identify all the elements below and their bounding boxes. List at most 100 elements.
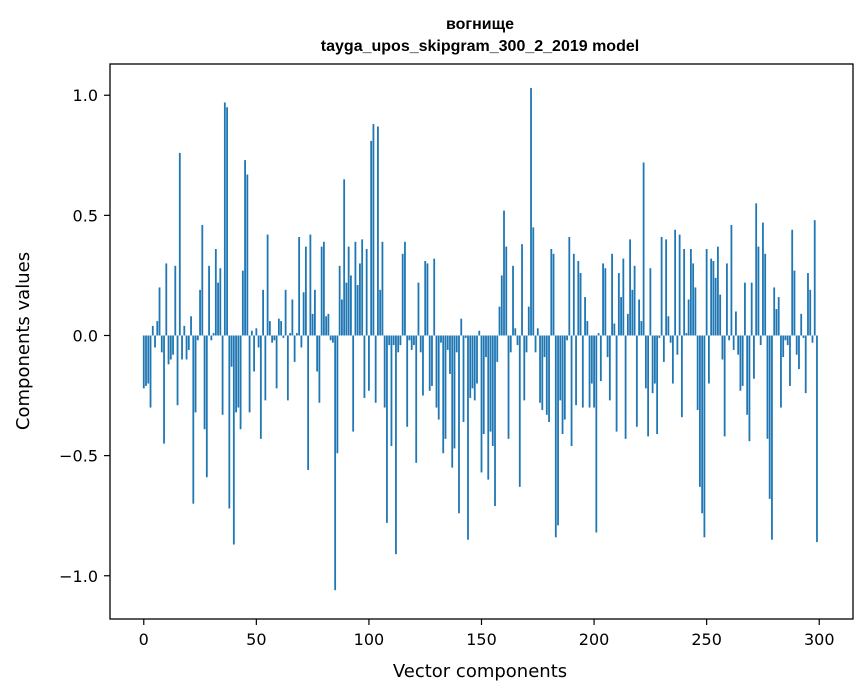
bar-244 xyxy=(692,263,695,336)
bar-251 xyxy=(708,335,710,384)
bar-1 xyxy=(145,335,147,386)
bar-163 xyxy=(509,335,512,353)
bar-19 xyxy=(185,335,188,360)
bar-207 xyxy=(608,335,611,401)
bar-30 xyxy=(210,335,213,341)
bar-26 xyxy=(201,224,204,336)
bar-56 xyxy=(268,321,271,336)
bar-44 xyxy=(241,270,244,336)
bar-201 xyxy=(595,335,598,533)
bar-246 xyxy=(696,335,699,410)
x-axis-label: Vector components xyxy=(393,661,567,682)
bar-221 xyxy=(640,321,643,336)
x-tick-label: 0 xyxy=(139,630,149,649)
bar-137 xyxy=(451,335,454,468)
bar-170 xyxy=(525,335,528,353)
x-tick-label: 50 xyxy=(246,630,266,649)
bar-155 xyxy=(491,335,494,447)
bar-252 xyxy=(710,258,713,336)
bar-166 xyxy=(516,335,519,346)
bar-99 xyxy=(365,249,368,336)
bar-40 xyxy=(232,335,235,545)
bar-262 xyxy=(732,335,735,350)
bar-259 xyxy=(726,263,728,336)
bar-297 xyxy=(811,335,814,343)
bar-206 xyxy=(606,335,609,358)
bar-32 xyxy=(214,249,217,336)
bar-219 xyxy=(635,335,638,427)
bar-257 xyxy=(721,335,724,360)
bar-236 xyxy=(674,229,677,336)
bar-53 xyxy=(262,289,264,336)
bar-279 xyxy=(771,335,773,540)
bar-134 xyxy=(444,335,447,439)
bar-167 xyxy=(518,335,521,487)
bar-145 xyxy=(469,335,472,398)
bar-103 xyxy=(374,335,377,403)
bar-series xyxy=(142,88,818,591)
bar-269 xyxy=(748,335,751,442)
bar-48 xyxy=(250,330,253,336)
bar-270 xyxy=(750,282,753,336)
bar-215 xyxy=(626,313,629,336)
bar-36 xyxy=(223,102,226,336)
bar-191 xyxy=(572,253,575,336)
bar-136 xyxy=(449,335,451,374)
bar-78 xyxy=(318,335,321,403)
bar-27 xyxy=(203,335,206,430)
bar-290 xyxy=(795,335,798,355)
bar-132 xyxy=(440,335,442,343)
bar-39 xyxy=(230,335,233,367)
bar-185 xyxy=(559,335,562,401)
bar-28 xyxy=(205,335,208,478)
bar-67 xyxy=(293,335,296,362)
bar-17 xyxy=(181,335,183,360)
bar-41 xyxy=(235,335,237,413)
bar-168 xyxy=(521,244,523,336)
bar-57 xyxy=(271,335,274,343)
bar-243 xyxy=(689,249,692,336)
bar-101 xyxy=(370,140,373,336)
y-tick-label: 1.0 xyxy=(73,86,98,105)
bar-115 xyxy=(401,253,404,336)
bar-216 xyxy=(629,239,631,336)
bar-158 xyxy=(498,306,501,336)
bar-128 xyxy=(431,335,433,386)
bar-111 xyxy=(392,335,395,346)
bar-91 xyxy=(347,246,350,336)
bar-241 xyxy=(685,333,688,336)
bar-76 xyxy=(313,289,316,336)
bar-106 xyxy=(381,241,384,336)
bar-102 xyxy=(372,124,375,336)
bar-52 xyxy=(259,335,262,439)
bar-154 xyxy=(489,335,492,432)
bar-197 xyxy=(586,321,589,336)
bar-284 xyxy=(782,335,785,358)
bar-11 xyxy=(167,335,170,365)
bar-148 xyxy=(476,335,478,384)
bar-95 xyxy=(356,285,359,336)
bar-200 xyxy=(593,335,595,408)
bar-209 xyxy=(613,323,616,336)
bar-114 xyxy=(399,335,402,346)
bar-85 xyxy=(334,335,337,591)
bar-180 xyxy=(548,335,550,422)
bar-277 xyxy=(766,335,769,439)
bar-88 xyxy=(341,299,343,336)
bar-49 xyxy=(253,335,255,372)
bar-294 xyxy=(804,335,807,394)
bar-255 xyxy=(717,246,719,336)
bar-90 xyxy=(345,282,348,336)
bar-68 xyxy=(295,333,298,336)
bar-20 xyxy=(187,335,190,350)
bar-104 xyxy=(377,126,379,336)
bar-258 xyxy=(723,335,726,437)
bar-276 xyxy=(764,253,767,336)
bar-196 xyxy=(584,297,586,336)
bar-161 xyxy=(505,246,508,336)
bar-272 xyxy=(755,203,758,336)
bar-87 xyxy=(338,265,341,336)
y-tick-label: 0.0 xyxy=(73,326,98,345)
bar-15 xyxy=(176,335,179,406)
